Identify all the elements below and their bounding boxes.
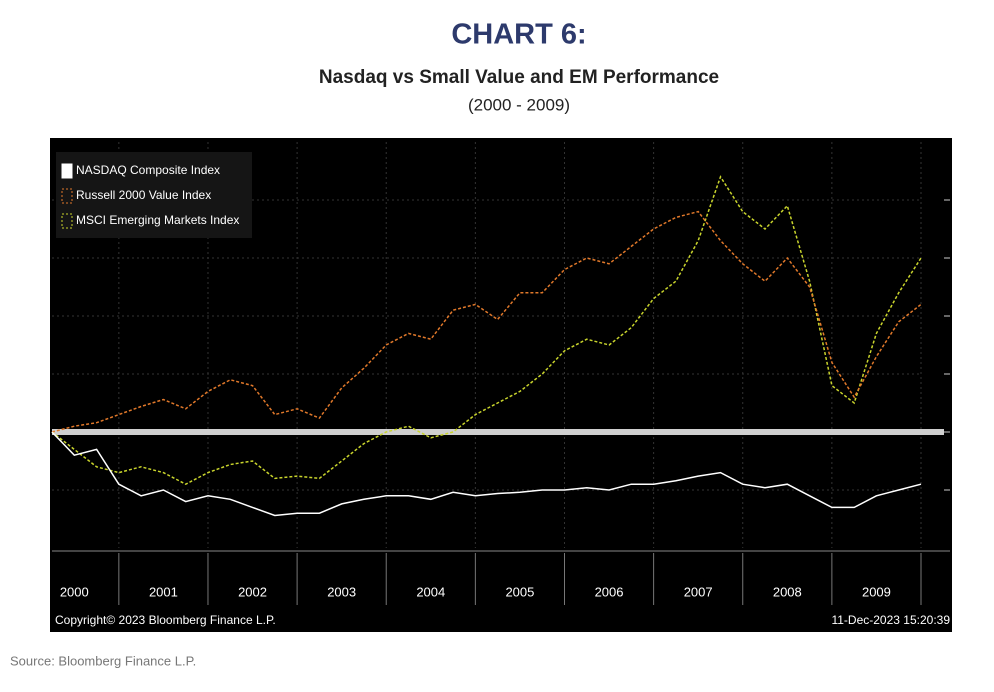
legend-swatch	[61, 188, 73, 204]
y-tick-label: 150	[953, 250, 973, 264]
legend-label: NASDAQ Composite Index	[76, 163, 220, 177]
copyright: Copyright© 2023 Bloomberg Finance L.P.	[55, 613, 276, 627]
y-tick-label: 50	[953, 366, 967, 380]
y-tick-label: 200	[953, 192, 973, 206]
x-tick-label: 2001	[149, 584, 178, 599]
x-tick-label: 2007	[684, 584, 713, 599]
chart-title: Nasdaq vs Small Value and EM Performance	[319, 67, 719, 88]
legend-swatch	[61, 213, 73, 229]
x-tick-label: 2003	[327, 584, 356, 599]
source: Source: Bloomberg Finance L.P.	[10, 653, 196, 668]
x-tick-label: 2002	[238, 584, 267, 599]
x-tick-label: 2009	[862, 584, 891, 599]
chart-header: CHART 6:	[451, 19, 586, 51]
x-tick-label: 2005	[505, 584, 534, 599]
legend-swatch	[61, 163, 73, 179]
series-line	[51, 175, 922, 486]
x-tick-label: 2008	[773, 584, 802, 599]
y-tick-label: 0	[953, 424, 960, 438]
legend-label: Russell 2000 Value Index	[76, 188, 211, 202]
y-tick-label: 100	[953, 308, 973, 322]
y-tick-label: -50	[953, 482, 971, 496]
x-tick-label: 2006	[595, 584, 624, 599]
series-line	[51, 431, 922, 517]
x-tick-label: 2000	[60, 584, 89, 599]
timestamp: 11-Dec-2023 15:20:39	[831, 613, 950, 627]
legend-label: MSCI Emerging Markets Index	[76, 213, 239, 227]
legend-box	[56, 152, 252, 238]
series-line	[51, 210, 922, 433]
chart-subtitle: (2000 - 2009)	[468, 95, 570, 114]
x-tick-label: 2004	[416, 584, 445, 599]
